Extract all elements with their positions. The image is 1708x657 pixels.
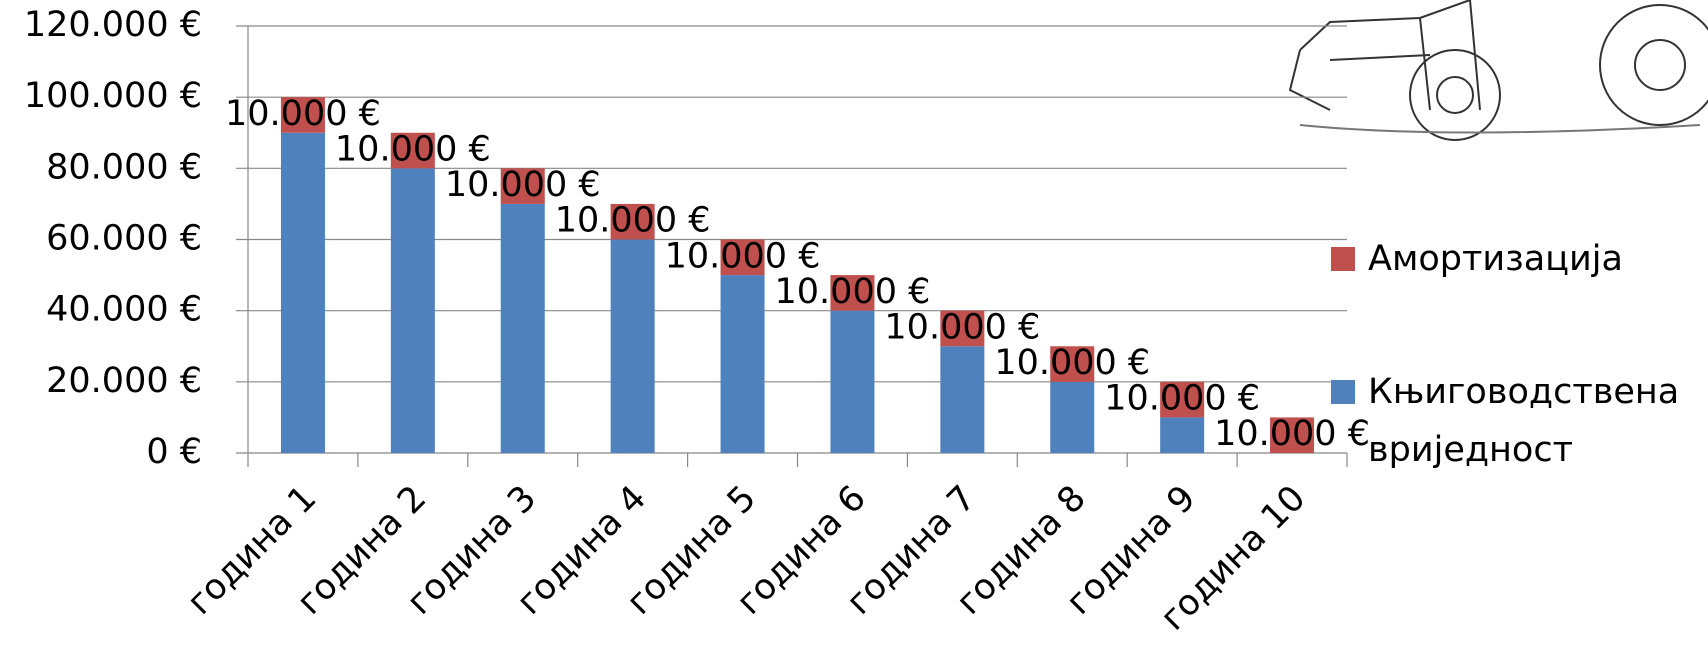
bar-segment (1050, 382, 1094, 453)
y-tick-label: 100.000 € (24, 76, 202, 116)
data-label: 10.000 € (775, 272, 931, 312)
data-label: 10.000 € (1104, 379, 1260, 419)
bar-segment (940, 346, 984, 453)
y-tick-label: 80.000 € (46, 147, 202, 187)
y-tick-label: 0 € (146, 432, 202, 472)
bar-segment (611, 240, 655, 454)
data-label: 10.000 € (335, 130, 491, 170)
y-tick-label: 120.000 € (24, 5, 202, 45)
bar-segment (501, 204, 545, 453)
data-label: 10.000 € (555, 201, 711, 241)
data-label: 10.000 € (884, 307, 1040, 347)
data-label: 10.000 € (225, 94, 381, 134)
bar-segment (281, 133, 325, 453)
bar-segment (391, 168, 435, 453)
chart: 0 € 20.000 € 40.000 € 60.000 € 80.000 € 100.0… (0, 0, 1708, 657)
y-tick-label: 20.000 € (46, 361, 202, 401)
bar-segment (830, 311, 874, 453)
legend-label: Амортизација (1368, 230, 1708, 288)
legend-label: Књиговодствена вриједност (1368, 363, 1708, 479)
data-label: 10.000 € (994, 343, 1150, 383)
tractor-illustration (1290, 0, 1708, 140)
legend-swatch (1331, 247, 1355, 271)
data-label: 10.000 € (445, 165, 601, 205)
y-tick-label: 40.000 € (46, 290, 202, 330)
legend-item: Књиговодствена вриједност (1331, 363, 1708, 479)
y-tick-label: 60.000 € (46, 219, 202, 259)
legend-swatch (1331, 380, 1355, 404)
bar-segment (721, 275, 765, 453)
page: 0 € 20.000 € 40.000 € 60.000 € 80.000 € 100.0… (0, 0, 1708, 657)
bar-segment (1160, 417, 1204, 453)
legend-item: Амортизација (1331, 230, 1708, 288)
data-label: 10.000 € (665, 236, 821, 276)
